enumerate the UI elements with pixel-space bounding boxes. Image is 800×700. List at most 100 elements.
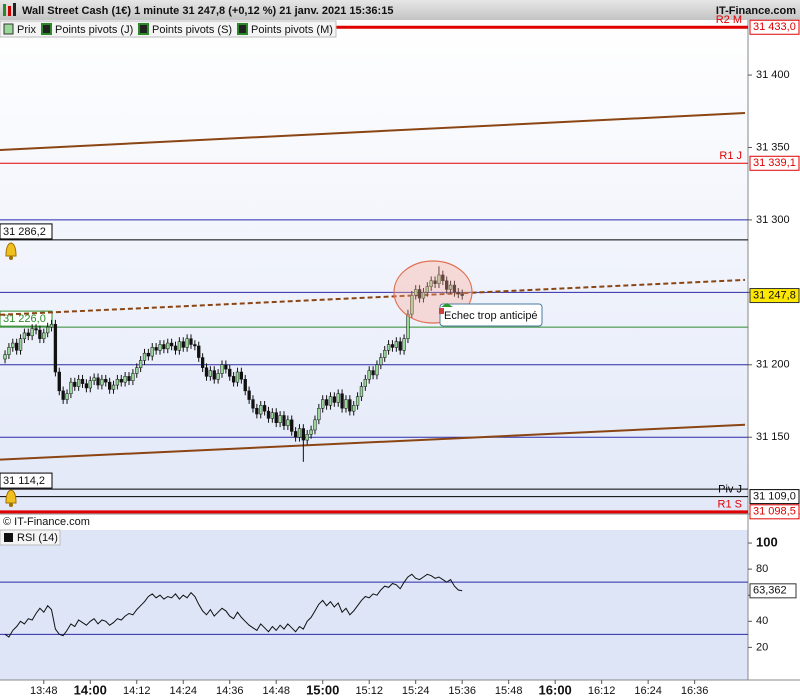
last-rsi-label: 63,362 [753,585,787,597]
candle-body [30,328,34,337]
x-tick-label: 14:48 [262,685,290,697]
candle-body [379,357,383,366]
alert-bell [5,489,17,507]
header-bar [0,0,800,20]
toolbar-item[interactable]: Points pivots (J) [55,24,133,36]
candle-body [456,292,460,295]
candle-body [200,357,205,368]
candle-body [166,342,170,350]
candle-body [410,294,414,315]
candle-body [3,354,7,360]
level-label-box [749,489,800,505]
candle-body [181,341,185,348]
candle-body [76,379,81,387]
rsi-label-box [0,529,61,546]
candle-body [433,280,437,284]
candle-body [321,399,325,409]
candle-body [235,371,240,383]
candle-body [158,344,162,351]
candle-body [441,274,445,282]
y-tick-label: 80 [756,563,768,575]
x-tick-label: 14:00 [74,682,107,697]
candle-body [425,286,429,293]
candle-body [15,342,19,351]
candle-body [169,342,174,347]
header-title: Wall Street Cash (1€) 1 minute 31 247,8 … [22,5,393,17]
candle-body [177,341,182,351]
candle-body [185,338,189,348]
annotation-icon [439,308,444,314]
candle-body [212,370,216,380]
trend-line [0,112,746,151]
level-label: 31 098,5 [753,506,796,518]
candle-body [7,347,11,355]
y-tick-label: 31 150 [756,431,790,443]
x-tick-label: 16:24 [634,685,662,697]
toolbar-item[interactable]: Prix [17,24,36,36]
candle-body [11,342,15,348]
candle-body [355,396,360,406]
candle-body [286,419,290,426]
x-tick-label: 16:12 [588,685,616,697]
candle-body [69,381,73,395]
candle-body [189,338,193,345]
candle-body [371,370,375,376]
candle-body [266,410,271,419]
candle-body [301,428,305,441]
candle-body [414,289,418,296]
y-tick-label: 40 [756,615,768,627]
toolbar-item[interactable]: Points pivots (M) [251,24,333,36]
candle-body [417,289,422,299]
candle-body [278,415,282,423]
candle-body [22,332,27,339]
trend-line [0,278,746,316]
rsi-panel [0,530,748,680]
candle-body [220,364,224,374]
candle-body [402,338,406,351]
y-tick-label: 31 200 [756,359,790,371]
candle-body [348,399,352,412]
candle-body [135,367,139,374]
level-label: 31 226,0 [3,313,46,325]
candle-body [142,352,147,361]
candle-body [352,405,356,412]
candle-body [18,338,23,351]
candle-body [73,381,77,387]
level-label-box [0,223,53,240]
candle-body [386,344,391,351]
candle-body [193,344,197,347]
x-tick-label: 15:24 [402,685,430,697]
candle-body [57,371,61,392]
candle-body [328,396,333,406]
level-name: R1 J [719,150,742,162]
x-tick-label: 16:00 [539,682,572,697]
candle-body [282,415,286,426]
candle-body [104,379,108,383]
x-tick-label: 15:36 [448,685,476,697]
toolbar-icon [3,23,14,35]
toolbar-icon [41,23,52,35]
candle-body [460,293,464,296]
candle-body [208,370,213,377]
annotation-box [439,303,543,327]
rsi-line [4,573,463,638]
candle-body [305,434,309,441]
level-label: 31 286,2 [3,226,46,238]
candle-body [92,377,96,381]
last-rsi-box [749,583,797,599]
candle-body [131,373,135,381]
candle-body [34,328,38,331]
x-tick-label: 14:24 [169,685,197,697]
toolbar-item[interactable]: Points pivots (S) [152,24,232,36]
candle-body [390,344,395,348]
candle-body [406,313,410,339]
level-label: 31 109,0 [753,491,796,503]
candle-body [38,329,42,339]
candle-body [123,376,127,383]
x-tick-label: 14:12 [123,685,151,697]
candle-body [138,360,143,368]
candle-body [197,345,201,358]
candle-body [363,379,367,387]
